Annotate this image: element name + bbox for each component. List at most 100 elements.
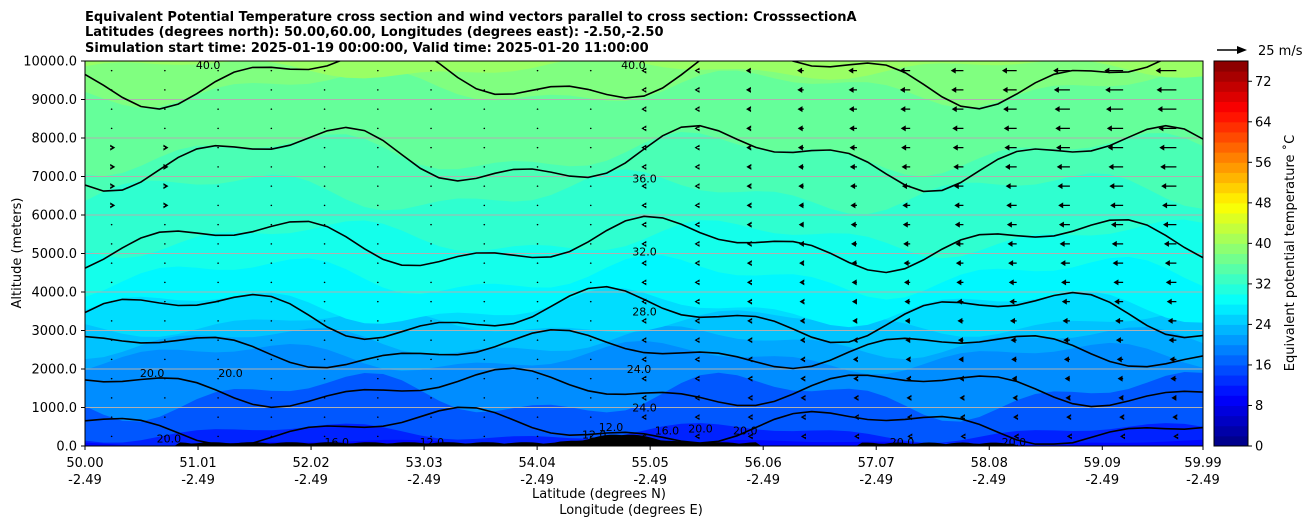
wind-vector — [164, 223, 166, 226]
wind-vector — [694, 221, 700, 228]
x-tick-label-lon: -2.49 — [972, 473, 1006, 488]
wind-vector — [1119, 414, 1125, 421]
wind-vector — [377, 204, 379, 207]
wind-vector — [747, 394, 753, 401]
wind-vector — [848, 86, 857, 93]
colorbar-band — [1214, 324, 1248, 336]
wind-vector — [853, 375, 859, 382]
colorbar-tick-label: 24 — [1255, 318, 1272, 333]
wind-vector — [1054, 106, 1070, 113]
wind-vectors — [110, 67, 1179, 440]
colorbar-tick-label: 48 — [1255, 196, 1272, 211]
wind-vector — [1008, 279, 1017, 286]
wind-vector — [798, 202, 804, 209]
wind-vector — [164, 416, 166, 418]
wind-vector — [323, 397, 326, 399]
wind-vector — [589, 243, 592, 245]
contour-label: 20.0 — [218, 367, 243, 380]
wind-vector — [110, 416, 113, 418]
wind-vector — [1115, 337, 1124, 344]
wind-vector — [641, 375, 647, 382]
wind-vector — [1006, 221, 1017, 228]
wind-vector — [849, 125, 857, 132]
x-tick-label-lon: -2.49 — [407, 473, 441, 488]
x-tick-label-lon: -2.49 — [859, 473, 893, 488]
colorbar-tick-label: 40 — [1255, 237, 1272, 252]
colorbar-frame — [1213, 60, 1249, 447]
contour-label: 12.0 — [582, 428, 607, 441]
wind-vector — [798, 240, 804, 247]
wind-vector — [377, 416, 379, 418]
x-axis-label-2: Longitude (degrees E) — [559, 503, 703, 518]
wind-vector — [430, 204, 432, 207]
fill-band-40 — [85, 61, 1203, 80]
wind-vector — [164, 108, 166, 110]
wind-vector — [1159, 144, 1177, 151]
wind-vector — [799, 260, 805, 267]
wind-vector — [1008, 260, 1017, 267]
wind-vector — [270, 127, 273, 130]
wind-vector — [483, 262, 486, 264]
wind-vector — [270, 243, 273, 245]
wind-vector — [1105, 86, 1124, 93]
wind-vector — [164, 358, 166, 361]
wind-vector — [1157, 106, 1177, 113]
plot-area: 40.0 40.0 36.0 32.0 28.0 24.0 24.0 20.0 20.0 20.0… — [85, 61, 1203, 446]
wind-vector — [270, 223, 273, 226]
wind-vector — [430, 262, 432, 264]
wind-vector — [164, 320, 166, 322]
wind-vector — [217, 108, 219, 110]
wind-vector — [270, 339, 273, 341]
wind-vector — [323, 108, 326, 110]
wind-vector — [1004, 144, 1017, 151]
colorbar-band — [1214, 192, 1248, 204]
wind-vector — [641, 86, 647, 93]
wind-vector — [641, 433, 647, 440]
wind-vector — [536, 204, 539, 207]
wind-vector — [851, 298, 857, 305]
colorbar-band — [1214, 142, 1248, 153]
wind-vector — [746, 144, 752, 151]
wind-vector — [270, 262, 273, 264]
wind-vector — [483, 358, 486, 361]
wind-vector — [951, 106, 964, 113]
wind-vector — [430, 69, 432, 72]
wind-vector — [694, 183, 700, 190]
wind-vector — [905, 356, 911, 363]
wind-vector — [536, 358, 539, 361]
wind-vector — [536, 89, 539, 91]
terrain — [85, 434, 1203, 446]
wind-vector — [430, 127, 432, 130]
wind-vector — [217, 377, 219, 380]
wind-vector — [164, 262, 166, 264]
wind-vector — [1065, 394, 1071, 401]
fill-band-38 — [85, 61, 1203, 108]
wind-vector — [1169, 356, 1177, 363]
wind-vector — [377, 339, 379, 341]
wind-vector — [747, 298, 753, 305]
wind-vector — [536, 69, 539, 72]
wind-vector — [589, 377, 592, 380]
wind-vector — [483, 89, 486, 91]
wind-vector — [483, 69, 486, 72]
wind-vector — [270, 146, 273, 149]
wind-vector — [1106, 125, 1124, 132]
contour-label: 20.0 — [157, 432, 182, 445]
wind-vector — [797, 86, 804, 93]
wind-vector — [641, 221, 647, 228]
colorbar-tick-label: 0 — [1255, 440, 1263, 455]
wind-vector — [110, 397, 113, 399]
wind-vector — [747, 337, 753, 344]
wind-vector — [694, 144, 700, 151]
y-tick-label: 6000.0 — [32, 209, 78, 224]
wind-vector — [1059, 240, 1070, 247]
colorbar-band — [1214, 71, 1248, 82]
x-tick-label-lon: -2.49 — [294, 473, 328, 488]
wind-vector — [270, 69, 273, 72]
wind-vector — [1058, 221, 1070, 228]
x-tick-label-lat: 51.01 — [179, 456, 216, 471]
colorbar-band — [1214, 121, 1248, 133]
colorbar-band — [1214, 405, 1248, 417]
wind-vector — [747, 414, 753, 421]
